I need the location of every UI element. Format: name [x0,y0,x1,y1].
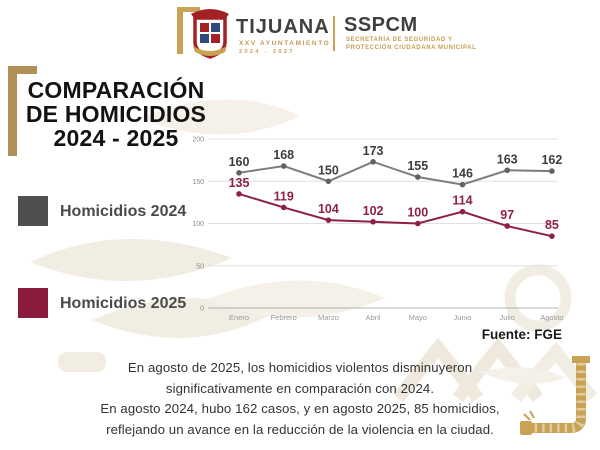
svg-text:114: 114 [452,194,472,208]
summary-line-2: significativamente en comparación con 20… [165,380,435,396]
svg-text:173: 173 [363,144,384,158]
svg-text:100: 100 [407,206,428,220]
svg-text:Abril: Abril [366,313,381,322]
svg-text:Julio: Julio [499,313,514,322]
svg-text:146: 146 [452,167,473,181]
header-city-name: TIJUANA [236,16,330,38]
chart-source-note: Fuente: FGE [481,327,562,342]
summary-line-1: En agosto de 2025, los homicidios violen… [127,360,473,375]
svg-text:Enero: Enero [229,313,249,322]
svg-text:Febrero: Febrero [271,313,297,322]
svg-text:50: 50 [196,263,204,270]
page-title: COMPARACIÓN DE HOMICIDIOS 2024 - 2025 [22,78,210,150]
svg-text:119: 119 [274,189,294,203]
svg-text:97: 97 [500,208,514,222]
svg-text:100: 100 [192,221,204,228]
header-agency-name: SSPCM [344,14,418,36]
svg-text:102: 102 [363,204,384,218]
page-title-line1: COMPARACIÓN [27,77,205,103]
summary-paragraph: En agosto de 2025, los homicidios violen… [30,358,570,440]
svg-text:160: 160 [229,155,250,169]
svg-text:200: 200 [192,137,204,144]
legend-label-2024: Homicidios 2024 [60,203,187,220]
svg-text:85: 85 [545,218,559,232]
svg-text:0: 0 [200,306,204,313]
svg-text:163: 163 [497,152,518,166]
page-title-line2: DE HOMICIDIOS [25,101,207,127]
header-agency-subtitle-2: PROTECCIÓN CIUDADANA MUNICIPAL [346,45,477,51]
header-city-period: 2024 - 2027 [239,49,295,55]
svg-text:104: 104 [318,202,339,216]
tijuana-coat-of-arms [191,9,229,59]
svg-text:Marzo: Marzo [318,313,339,322]
page-title-line3: 2024 - 2025 [53,125,179,151]
header-gold-bracket [177,7,200,54]
svg-text:168: 168 [273,148,294,162]
summary-line-3: En agosto 2024, hubo 162 casos, y en ago… [100,401,500,416]
svg-text:135: 135 [229,176,250,190]
homicides-line-chart: 0 50 100 150 200 Enero Febrero Marzo Abril Mayo Ju… [192,137,563,323]
header-divider [333,16,335,51]
summary-line-4: reflejando un avance en la reducción de … [106,421,494,437]
legend-label-2025: Homicidios 2025 [60,295,187,312]
svg-text:150: 150 [318,163,339,177]
header-agency-subtitle-1: SECRETARÍA DE SEGURIDAD Y [346,37,453,43]
svg-text:162: 162 [541,153,562,167]
svg-text:150: 150 [192,179,204,186]
svg-text:Junio: Junio [454,313,472,322]
title-gold-bracket [8,66,37,156]
header-city-subtitle: XXV AYUNTAMIENTO [239,40,331,47]
svg-text:155: 155 [407,159,428,173]
legend-swatch-2024 [18,196,48,226]
legend-swatch-2025 [18,288,48,318]
svg-text:Agosto: Agosto [540,313,563,322]
svg-text:Mayo: Mayo [409,313,427,322]
